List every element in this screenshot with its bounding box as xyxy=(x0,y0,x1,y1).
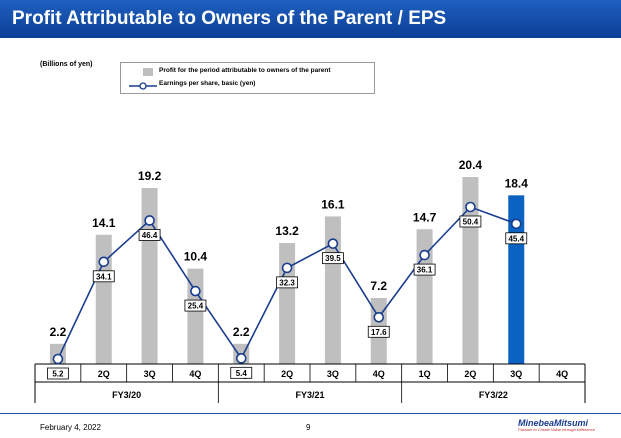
x-tick-label-3: 3Q xyxy=(144,369,156,379)
eps-value-label-10: 50.4 xyxy=(463,218,479,227)
eps-label-box-10 xyxy=(459,215,482,228)
footer-divider xyxy=(0,413,621,414)
eps-point-1 xyxy=(52,353,64,365)
x-tick-label-12: 4Q xyxy=(556,369,568,379)
eps-value-label-1: 5.2 xyxy=(52,370,64,379)
eps-label-box-3 xyxy=(138,229,161,241)
x-tick-label-9: 1Q xyxy=(419,369,431,379)
bar-value-label-2: 14.1 xyxy=(92,216,116,230)
title-bar: Profit Attributable to Owners of the Par… xyxy=(0,0,621,38)
eps-point-6 xyxy=(281,262,293,274)
bar-value-label-3: 19.2 xyxy=(138,169,162,183)
x-tick-label-11: 3Q xyxy=(510,369,522,379)
legend-line-swatch xyxy=(129,82,157,90)
eps-value-label-6: 32.3 xyxy=(279,278,295,287)
legend-label-profit: Profit for the period attributable to ow… xyxy=(159,67,331,74)
eps-label-box-9 xyxy=(413,263,436,276)
eps-value-label-5: 5.4 xyxy=(236,369,248,378)
bar-3 xyxy=(141,188,158,364)
bar-value-label-9: 14.7 xyxy=(413,210,437,224)
bar-6 xyxy=(279,243,296,364)
eps-value-label-8: 17.6 xyxy=(371,328,387,337)
eps-point-2 xyxy=(98,256,110,268)
eps-label-box-2 xyxy=(92,270,115,283)
eps-point-11 xyxy=(510,218,522,230)
eps-value-label-7: 39.5 xyxy=(325,254,341,263)
group-label-1: FY3/20 xyxy=(112,390,141,400)
eps-value-label-2: 34.1 xyxy=(96,272,112,281)
eps-label-box-4 xyxy=(184,299,207,312)
bar-9 xyxy=(416,229,433,364)
logo-tagline: Passion to Create Value through Differen… xyxy=(518,427,596,432)
chart-legend: Profit for the period attributable to ow… xyxy=(120,62,375,94)
x-tick-label-7: 3Q xyxy=(327,369,339,379)
eps-label-box-11 xyxy=(505,232,528,245)
legend-label-eps: Earnings per share, basic (yen) xyxy=(159,80,256,87)
eps-label-box-8 xyxy=(367,325,390,338)
bar-value-label-11: 18.4 xyxy=(505,176,529,190)
legend-item-eps: Earnings per share, basic (yen) xyxy=(121,78,374,90)
eps-value-label-4: 25.4 xyxy=(188,302,204,311)
eps-value-label-11: 45.4 xyxy=(508,234,524,243)
eps-point-4 xyxy=(190,285,201,297)
eps-point-8 xyxy=(373,312,385,323)
eps-point-7 xyxy=(327,238,339,249)
group-label-3: FY3/22 xyxy=(479,390,508,400)
eps-label-box-6 xyxy=(276,276,298,289)
eps-value-label-3: 46.4 xyxy=(142,231,158,240)
x-tick-label-6: 2Q xyxy=(281,369,293,379)
eps-point-5 xyxy=(235,353,247,364)
eps-point-10 xyxy=(465,201,476,213)
eps-label-box-1 xyxy=(47,367,69,380)
bar-value-label-4: 10.4 xyxy=(184,250,208,264)
eps-value-label-9: 36.1 xyxy=(417,266,433,275)
eps-label-box-7 xyxy=(322,252,344,265)
group-label-2: FY3/21 xyxy=(295,390,324,400)
bar-value-label-6: 13.2 xyxy=(275,224,299,238)
legend-item-profit: Profit for the period attributable to ow… xyxy=(121,65,374,77)
legend-bar-swatch xyxy=(143,68,153,76)
x-tick-label-4: 4Q xyxy=(189,369,201,379)
company-logo: MinebeaMitsumi Passion to Create Value t… xyxy=(518,418,595,432)
eps-point-9 xyxy=(419,249,430,261)
x-tick-label-8: 4Q xyxy=(373,369,385,379)
bar-value-label-8: 7.2 xyxy=(370,279,387,293)
page-number: 9 xyxy=(306,423,311,432)
x-tick-label-10: 2Q xyxy=(464,369,476,379)
bar-2 xyxy=(95,234,112,364)
eps-point-3 xyxy=(144,215,155,226)
eps-label-box-5 xyxy=(230,366,253,379)
x-tick-label-2: 2Q xyxy=(98,369,110,379)
footer-date: February 4, 2022 xyxy=(40,423,101,432)
unit-label: (Billions of yen) xyxy=(40,61,93,68)
bar-value-label-1: 2.2 xyxy=(50,325,67,339)
bar-value-label-10: 20.4 xyxy=(459,158,483,172)
logo-name: MinebeaMitsumi xyxy=(518,418,589,428)
bar-value-label-7: 16.1 xyxy=(321,197,345,211)
bar-value-label-5: 2.2 xyxy=(233,325,250,339)
page-title: Profit Attributable to Owners of the Par… xyxy=(12,8,447,29)
